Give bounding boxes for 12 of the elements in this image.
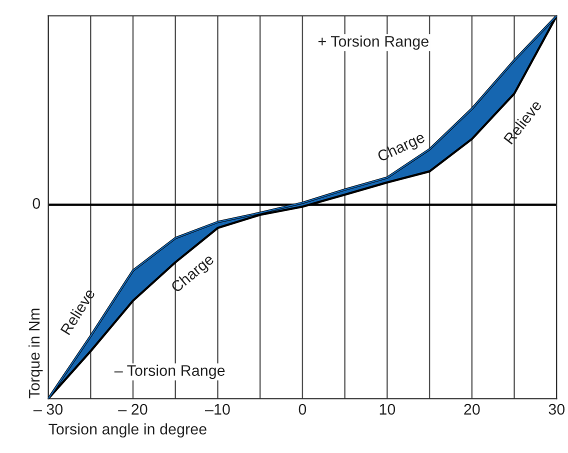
x-tick-label: –10 [204,404,230,415]
x-tick-label: – 30 [33,404,63,415]
x-tick-label: 20 [464,404,480,415]
x-tick-label: 30 [548,404,565,415]
annotation: – Torsion Range [114,364,225,379]
y-axis-title: Torque in Nm [28,308,43,398]
x-axis-title: Torsion angle in degree [48,423,206,438]
x-tick-label: 0 [298,404,306,415]
x-tick-label: – 20 [118,404,148,415]
annotation: + Torsion Range [318,36,428,50]
ref-line-label: 0 [32,198,40,209]
x-tick-label: 10 [380,404,396,415]
